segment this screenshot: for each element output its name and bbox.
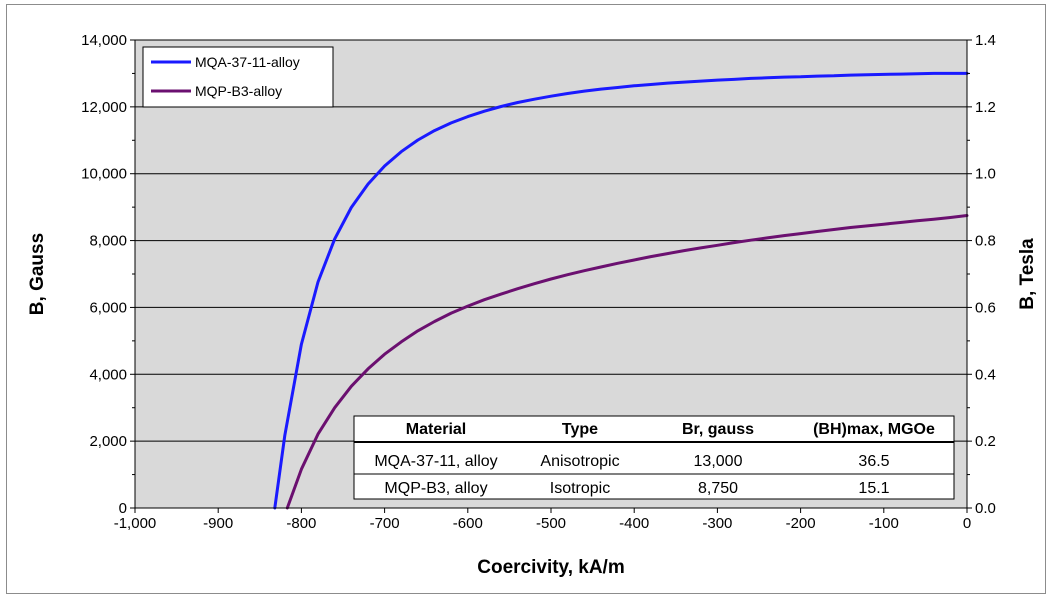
table-cell-bhmax-1: 36.5 <box>858 453 889 470</box>
x-tick-label: -100 <box>869 515 899 532</box>
y-tick-label: 14,000 <box>81 32 127 49</box>
table-cell-br-2: 8,750 <box>698 480 738 497</box>
y2-tick-label: 0.8 <box>975 233 996 250</box>
y-axis-left: 0 2,000 4,000 6,000 8,000 10,000 12,000 14,000 <box>81 32 135 517</box>
table-header-type: Type <box>562 421 598 438</box>
x-tick-label: -800 <box>286 515 316 532</box>
table-header-material: Material <box>406 421 466 438</box>
table-cell-type-1: Anisotropic <box>540 453 619 470</box>
table-cell-type-2: Isotropic <box>550 480 610 497</box>
x-axis: -1,000 -900 -800 -700 -600 -500 -400 -300 -200 -1… <box>114 508 971 532</box>
series-line-mqa-37-11 <box>273 71 969 510</box>
x-tick-label: -600 <box>453 515 483 532</box>
x-tick-label: -500 <box>536 515 566 532</box>
table-header-bhmax: (BH)max, MGOe <box>813 421 935 438</box>
series-line-mqp-b3 <box>285 214 969 510</box>
y-tick-label: 0 <box>119 500 127 517</box>
legend-label-mqp: MQP-B3-alloy <box>195 83 282 99</box>
y2-tick-label: 0.4 <box>975 366 996 383</box>
table-cell-bhmax-2: 15.1 <box>858 480 889 497</box>
x-tick-label: -1,000 <box>114 515 157 532</box>
x-tick-label: -400 <box>619 515 649 532</box>
y-axis-title: B, Gauss <box>27 233 48 315</box>
y-axis-right: 0.0 0.2 0.4 0.6 0.8 1.0 1.2 1.4 <box>967 32 996 517</box>
x-axis-title: Coercivity, kA/m <box>477 557 624 578</box>
data-table: Material Type Br, gauss (BH)max, MGOe MQ… <box>353 415 955 500</box>
y-tick-label: 2,000 <box>89 433 127 450</box>
y-tick-label: 12,000 <box>81 99 127 116</box>
x-tick-label: -200 <box>786 515 816 532</box>
y2-tick-label: 0.6 <box>975 299 996 316</box>
x-tick-label: 0 <box>963 515 971 532</box>
y2-tick-label: 1.4 <box>975 32 996 49</box>
y2-tick-label: 1.0 <box>975 166 996 183</box>
y2-tick-label: 0.2 <box>975 433 996 450</box>
table-cell-material-2: MQP-B3, alloy <box>384 480 487 497</box>
y-tick-label: 4,000 <box>89 366 127 383</box>
y2-axis-title: B, Tesla <box>1017 238 1038 310</box>
y2-tick-label: 1.2 <box>975 99 996 116</box>
table-header-br: Br, gauss <box>682 421 754 438</box>
table-cell-material-1: MQA-37-11, alloy <box>374 453 497 470</box>
series-layer <box>273 71 969 510</box>
legend-label-mqa: MQA-37-11-alloy <box>195 54 300 70</box>
x-tick-label: -300 <box>702 515 732 532</box>
y-tick-label: 10,000 <box>81 166 127 183</box>
y-tick-label: 6,000 <box>89 299 127 316</box>
x-tick-label: -900 <box>203 515 233 532</box>
x-tick-label: -700 <box>370 515 400 532</box>
table-box <box>353 415 955 500</box>
y-tick-label: 8,000 <box>89 233 127 250</box>
table-cell-br-1: 13,000 <box>694 453 743 470</box>
y2-tick-label: 0.0 <box>975 500 996 517</box>
legend: MQA-37-11-alloy MQP-B3-alloy <box>142 46 334 108</box>
legend-box <box>142 46 334 108</box>
